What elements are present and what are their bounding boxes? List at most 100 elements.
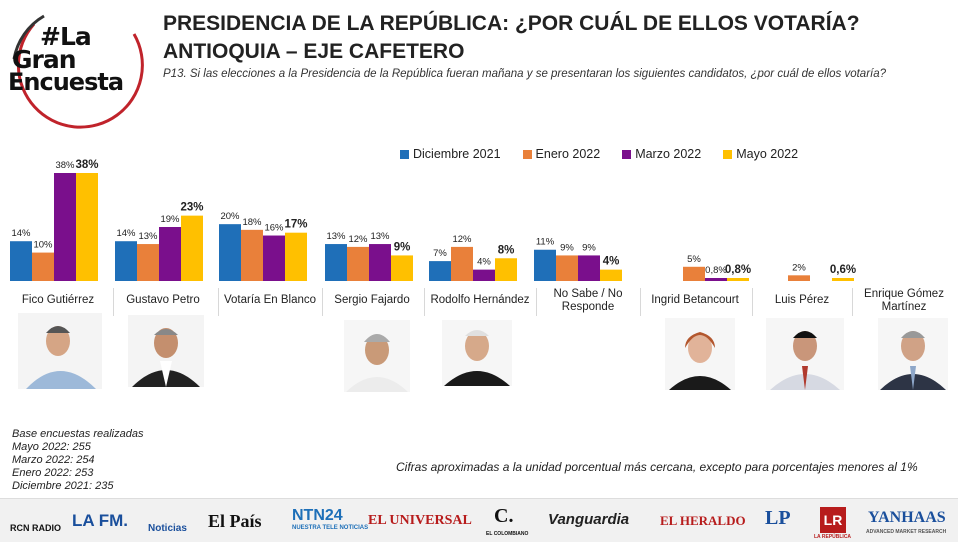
bar [347,246,369,281]
rcn-radio-logo-text: RCN RADIO [10,523,61,533]
el-heraldo-logo: EL HERALDO [660,513,746,528]
base-line: Diciembre 2021: 235 [12,480,114,492]
bar [54,173,76,281]
base-title: Base encuestas realizadas [12,428,144,440]
la-patria-logo: LP [765,507,791,529]
yanhaas-tagline: ADVANCED MARKET RESEARCH [866,529,947,535]
vanguardia-logo: Vanguardia [548,511,630,528]
data-label: 23% [180,202,203,214]
rcn-radio-logo: RCN RADIO [10,507,61,533]
photo-gustavo-petro [128,315,204,387]
bar [600,269,622,281]
bar [325,244,347,281]
base-line: Mayo 2022: 255 [12,441,91,453]
logo-line2: Gran [12,45,77,74]
rcn-noticias-logo: Noticias [148,523,187,534]
candidate-label-gomez-2: Martínez [881,301,927,313]
legend-swatch [622,149,632,159]
logo-circle-icon [12,14,144,129]
candidate-label-fico: Fico Gutiérrez [21,294,95,306]
page-title: PRESIDENCIA DE LA REPÚBLICA: ¿POR CUÁL D… [163,12,860,35]
separator [218,288,219,316]
photo-ingrid-betancourt [665,318,735,390]
data-label: 10% [33,240,53,251]
separator [322,288,323,316]
data-label: 20% [220,211,240,222]
legend-label: Diciembre 2021 [413,147,501,161]
data-label: 19% [160,214,180,225]
bar [10,241,32,281]
separator [852,288,853,316]
base-line: Marzo 2022: 254 [12,454,95,466]
legend-label: Marzo 2022 [635,147,702,161]
bar [285,232,307,281]
bar [369,244,391,281]
la-gran-encuesta-logo: #La Gran Encuesta [4,4,164,129]
page-subtitle: ANTIOQUIA – EJE CAFETERO [163,40,465,63]
bar [429,261,451,281]
data-label: 13% [138,231,158,242]
legend-item: Enero 2022 [522,147,600,161]
bar [115,241,137,281]
sample-base: Base encuestas realizadas Mayo 2022: 255… [12,428,143,493]
bar [832,278,854,281]
legend-swatch [723,149,733,159]
photo-luis-perez [766,318,844,390]
legend-swatch [522,149,532,159]
bar [32,252,54,281]
data-label: 9% [582,242,596,253]
legend-item: Marzo 2022 [622,147,701,161]
legend-item: Mayo 2022 [723,147,798,161]
legend-item: Diciembre 2021 [400,147,501,161]
bar [391,255,413,281]
bar [451,246,473,281]
bar [534,249,556,281]
el-pais-logo: El País [208,511,262,531]
data-label: 11% [536,237,555,248]
bar [495,258,517,281]
data-label: 0,8% [705,265,727,276]
photo-enrique-gomez [878,318,948,390]
candidate-label-gomez-1: Enrique Gómez [864,288,944,300]
bar [683,266,705,281]
candidate-label-petro: Gustavo Petro [126,294,200,306]
logo-line3: Encuesta [8,68,124,96]
ntn24-logo: NTN24 [292,507,343,524]
data-label: 38% [55,160,75,171]
chart-legend: Diciembre 2021 Enero 2022 Marzo 2022 Mayo 2… [400,147,820,161]
data-label: 16% [264,223,284,234]
data-label: 38% [75,159,98,171]
data-label: 14% [116,228,136,239]
separator [752,288,753,316]
ntn24-tagline: NUESTRA TELE NOTICIAS [292,525,369,531]
bar [241,229,263,281]
el-universal-logo: EL UNIVERSAL [368,513,472,528]
bar [705,278,727,281]
data-label: 18% [242,217,262,228]
candidate-label-fajardo: Sergio Fajardo [334,294,410,306]
data-label: 8% [498,244,515,256]
data-label: 12% [348,234,368,245]
bar [263,235,285,281]
separator [424,288,425,316]
bar [556,255,578,281]
data-label: 9% [560,242,574,253]
candidate-label-nsnr-2: Responde [561,301,615,313]
el-colombiano-text: EL COLOMBIANO [486,531,529,537]
data-label: 13% [326,231,346,242]
el-colombiano-logo: C. [494,505,514,527]
bar [181,215,203,281]
bar [788,275,810,281]
bar [727,278,749,281]
photo-fico-gutierrez [18,313,102,389]
data-label: 9% [394,241,411,253]
photo-sergio-fajardo [344,320,410,392]
data-label: 17% [284,219,307,231]
footer-logos-bar: RCN RADIO LA FM. Noticias El País NTN24 … [0,498,958,542]
candidate-label-perez: Luis Pérez [774,294,830,306]
candidate-label-blanco: Votaría En Blanco [223,294,317,306]
bar [137,244,159,281]
question-text: P13. Si las elecciones a la Presidencia … [163,68,887,80]
data-label: 2% [792,262,806,273]
bar [219,224,241,281]
